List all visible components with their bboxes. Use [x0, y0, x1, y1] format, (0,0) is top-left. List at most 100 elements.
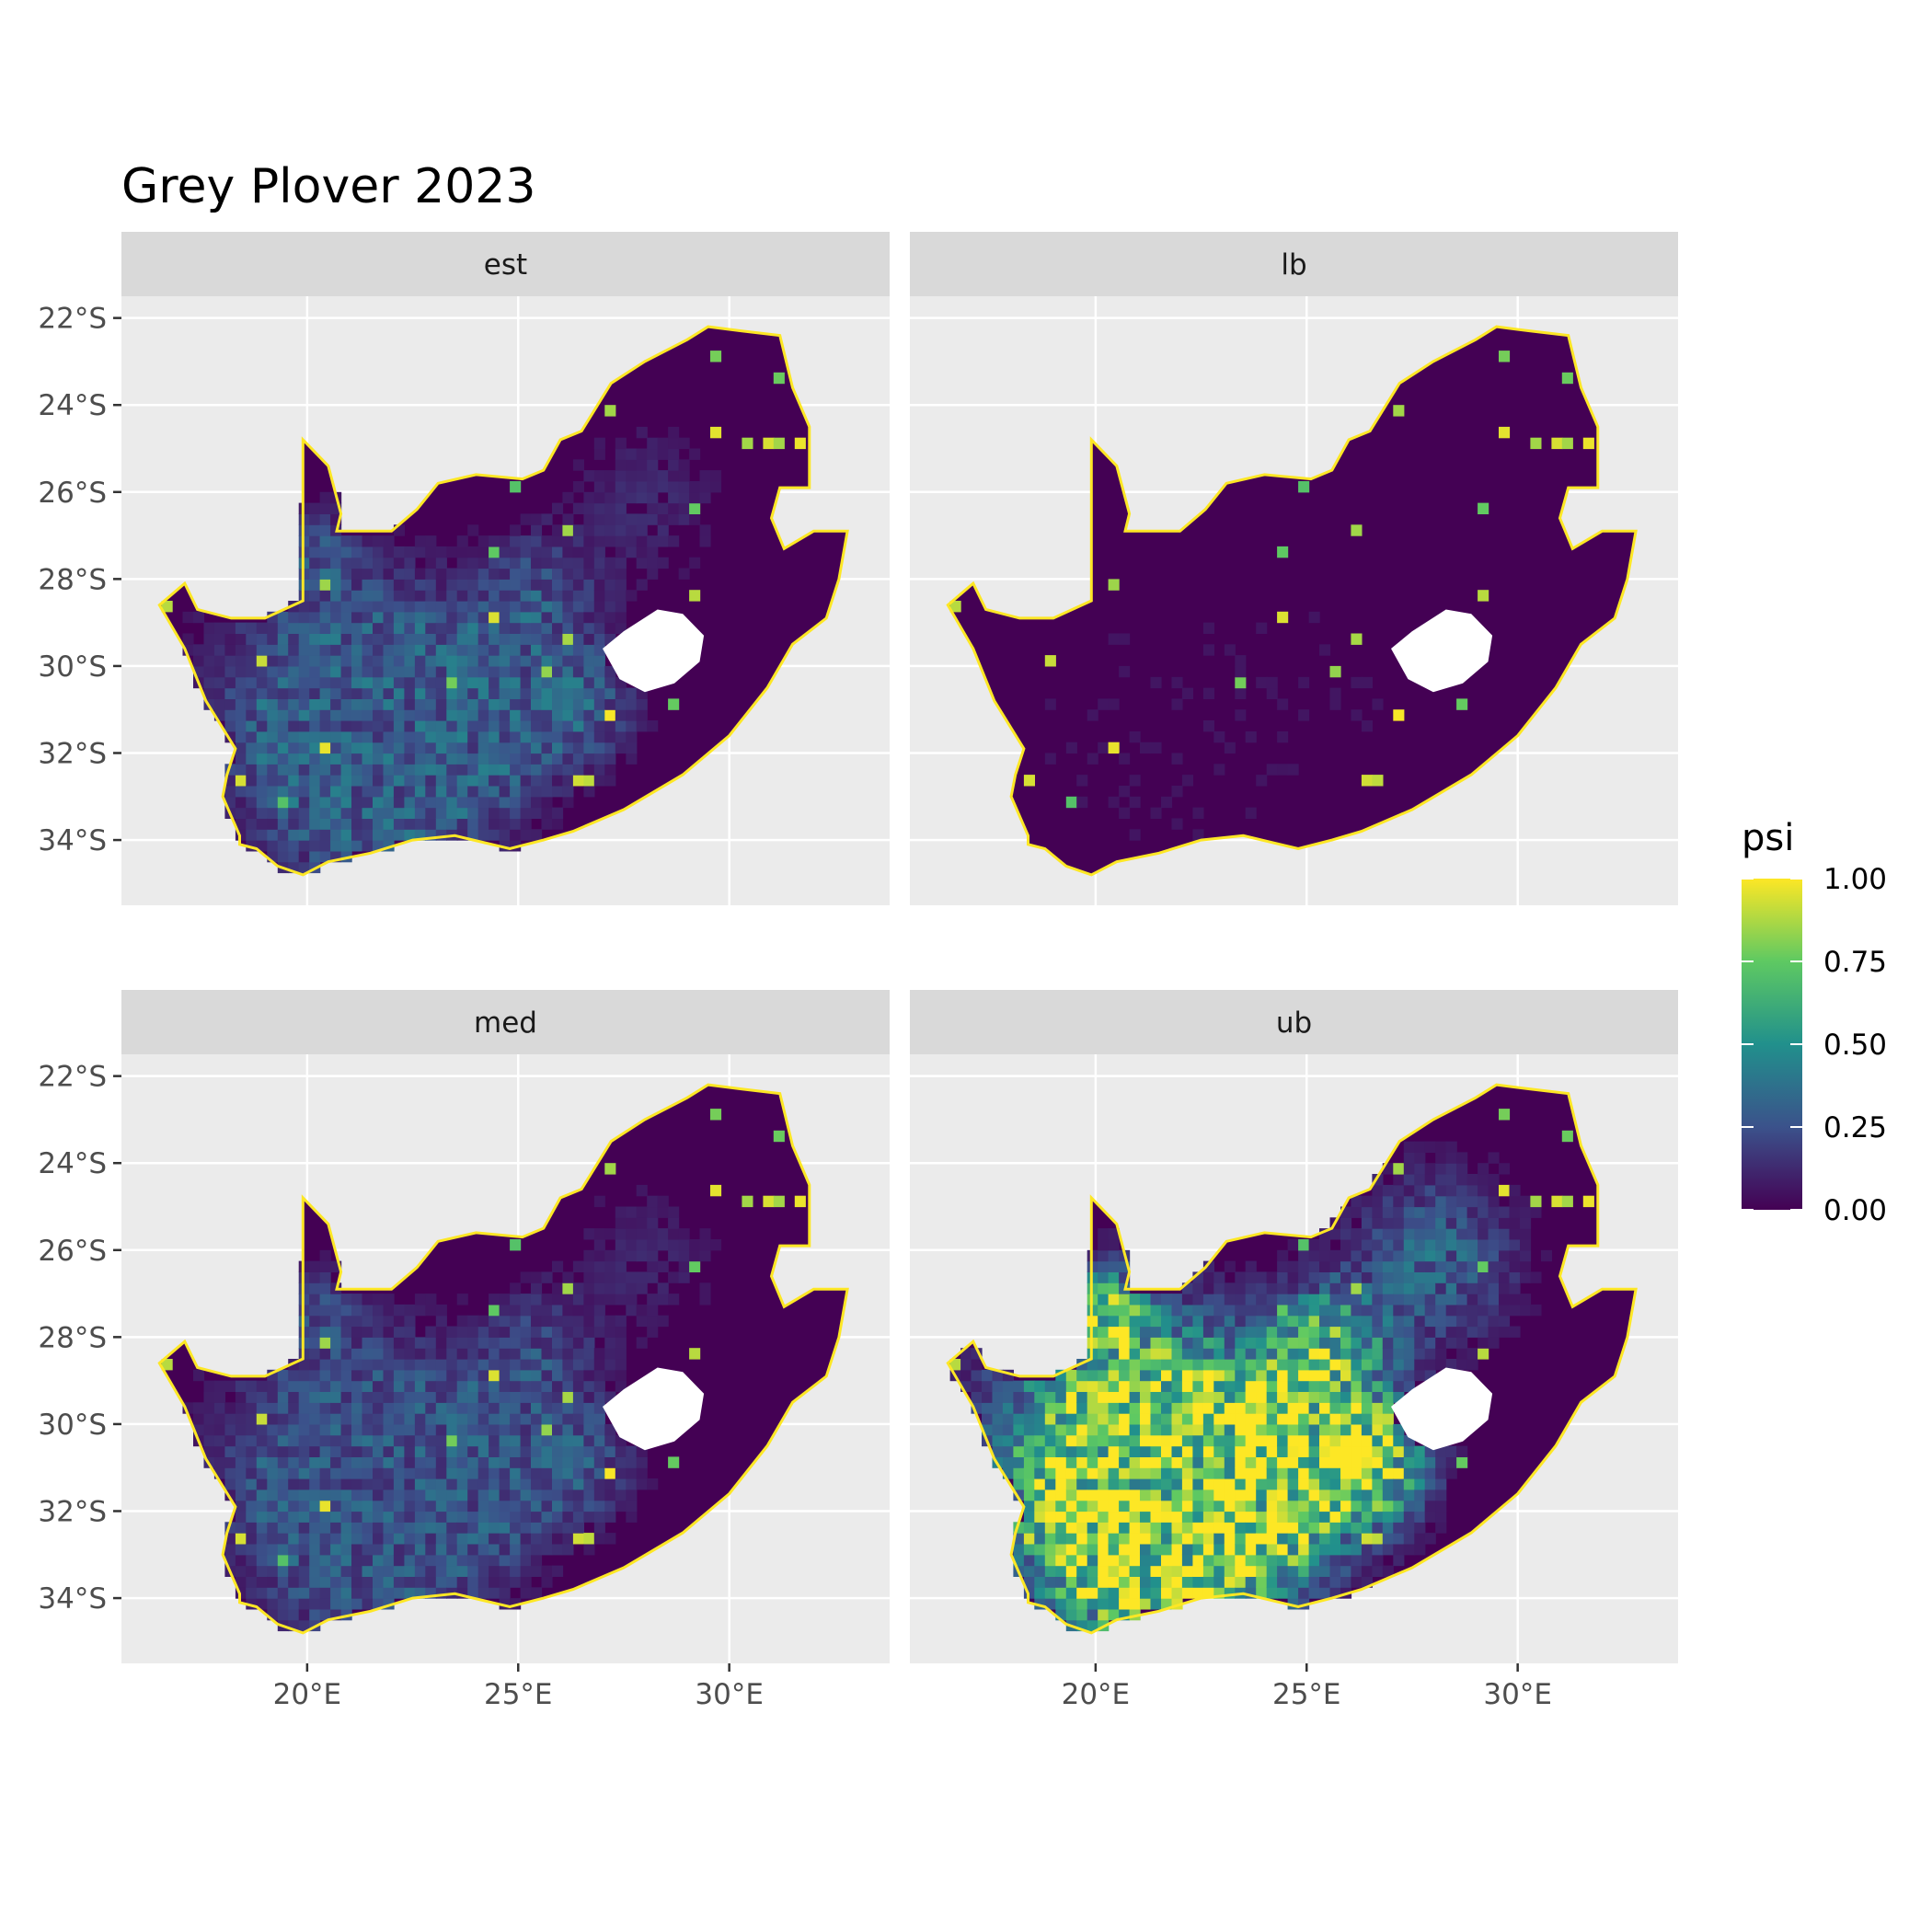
- raster-cell: [1308, 1260, 1320, 1272]
- raster-cell: [1329, 1294, 1341, 1305]
- raster-cell: [477, 601, 489, 613]
- raster-cell: [1414, 1511, 1426, 1523]
- raster-cell: [1277, 1467, 1289, 1479]
- raster-cell: [340, 1478, 352, 1490]
- raster-cell: [373, 1359, 385, 1371]
- raster-cell: [256, 764, 268, 776]
- raster-cell: [340, 1522, 352, 1534]
- raster-cell: [1414, 1359, 1426, 1371]
- raster-cell: [383, 1467, 395, 1479]
- raster-cell: [330, 709, 342, 721]
- raster-cell: [362, 655, 374, 667]
- raster-cell: [351, 840, 363, 852]
- raster-cell: [1456, 1337, 1468, 1349]
- raster-cell: [583, 557, 595, 569]
- raster-cell: [710, 426, 722, 439]
- raster-cell: [489, 709, 500, 721]
- raster-cell: [552, 502, 564, 514]
- raster-cell: [383, 730, 395, 743]
- raster-cell: [1192, 1445, 1204, 1457]
- raster-cell: [604, 568, 616, 580]
- raster-cell: [1087, 1522, 1098, 1534]
- raster-cell: [373, 644, 385, 656]
- raster-cell: [477, 546, 489, 558]
- raster-cell: [489, 1533, 500, 1545]
- raster-cell: [309, 1511, 321, 1523]
- raster-cell: [593, 1369, 605, 1382]
- raster-cell: [1129, 1445, 1141, 1457]
- raster-cell: [489, 1315, 500, 1328]
- raster-cell: [1034, 1500, 1046, 1512]
- raster-cell: [330, 579, 342, 591]
- raster-cell: [425, 1304, 437, 1317]
- raster-cell: [615, 502, 627, 514]
- raster-cell: [593, 481, 605, 493]
- raster-cell: [373, 1402, 385, 1414]
- raster-cell: [393, 1348, 405, 1360]
- raster-cell: [647, 1228, 659, 1240]
- raster-cell: [552, 786, 564, 798]
- raster-cell: [1119, 1522, 1131, 1534]
- raster-cell: [393, 676, 405, 689]
- raster-cell: [1245, 1326, 1257, 1338]
- raster-cell: [552, 1326, 564, 1338]
- raster-cell: [1181, 1467, 1193, 1479]
- raster-cell: [489, 786, 500, 798]
- raster-cell: [330, 1380, 342, 1392]
- raster-cell: [414, 730, 426, 743]
- raster-cell: [520, 1467, 532, 1479]
- raster-cell: [319, 502, 331, 514]
- raster-cell: [531, 1445, 543, 1457]
- raster-cell: [1013, 1402, 1025, 1414]
- raster-cell: [1456, 1294, 1468, 1305]
- raster-cell: [1213, 1576, 1225, 1588]
- raster-cell: [456, 1359, 468, 1371]
- raster-cell: [467, 1533, 479, 1545]
- raster-cell: [1087, 1554, 1098, 1567]
- raster-cell: [1530, 437, 1542, 450]
- raster-cell: [1287, 1239, 1299, 1251]
- raster-cell: [552, 1500, 564, 1512]
- raster-cell: [1351, 1282, 1363, 1294]
- raster-cell: [383, 644, 395, 656]
- raster-cell: [446, 546, 458, 558]
- raster-cell: [1361, 1217, 1373, 1229]
- raster-cell: [1181, 1500, 1193, 1512]
- raster-cell: [256, 775, 268, 787]
- raster-cell: [1256, 1271, 1268, 1283]
- raster-cell: [267, 665, 279, 678]
- raster-cell: [456, 611, 468, 624]
- raster-cell: [319, 655, 331, 667]
- raster-cell: [309, 730, 321, 743]
- raster-cell: [1044, 1434, 1056, 1447]
- raster-cell: [456, 665, 468, 678]
- raster-cell: [1435, 1174, 1447, 1186]
- raster-cell: [1466, 1304, 1478, 1317]
- raster-cell: [604, 764, 616, 776]
- raster-cell: [1509, 1217, 1521, 1229]
- raster-cell: [446, 818, 458, 830]
- raster-cell: [1372, 698, 1384, 710]
- raster-cell: [1351, 1478, 1363, 1490]
- raster-cell: [435, 546, 447, 558]
- raster-cell: [1308, 1249, 1320, 1262]
- raster-cell: [678, 437, 690, 450]
- raster-cell: [626, 1478, 638, 1490]
- raster-cell: [456, 1522, 468, 1534]
- raster-cell: [373, 655, 385, 667]
- raster-cell: [593, 730, 605, 743]
- raster-cell: [1530, 1271, 1542, 1283]
- raster-cell: [636, 448, 648, 460]
- raster-cell: [319, 568, 331, 580]
- raster-cell: [193, 611, 205, 624]
- raster-cell: [1478, 1326, 1489, 1338]
- raster-cell: [1456, 1304, 1468, 1317]
- raster-cell: [689, 1249, 701, 1262]
- raster-cell: [773, 1130, 785, 1143]
- raster-cell: [1298, 1359, 1310, 1371]
- raster-cell: [1224, 1348, 1236, 1360]
- raster-cell: [373, 1304, 385, 1317]
- raster-cell: [256, 807, 268, 819]
- raster-cell: [1382, 1271, 1394, 1283]
- raster-cell: [267, 655, 279, 667]
